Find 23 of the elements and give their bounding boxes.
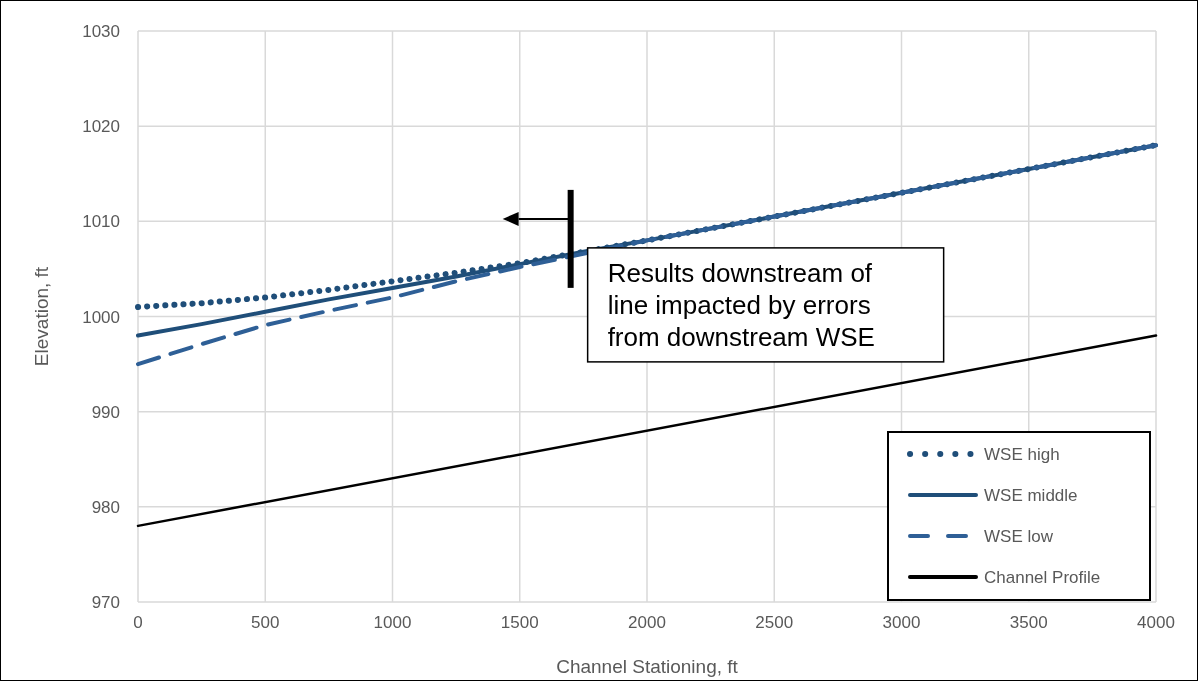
y-tick-label: 1020 [82, 117, 120, 137]
x-tick-label: 1000 [373, 613, 412, 632]
y-tick-label: 1010 [82, 212, 120, 232]
x-tick-label: 3000 [882, 613, 921, 632]
y-axis-title: Elevation, ft [31, 266, 52, 367]
y-tick-label: 980 [91, 497, 120, 517]
legend-label: WSE middle [984, 486, 1078, 505]
x-tick-label: 2000 [628, 613, 666, 632]
x-tick-label: 0 [133, 613, 143, 632]
y-tick-label: 1000 [82, 307, 120, 327]
y-tick-label: 970 [91, 593, 120, 612]
legend-label: Channel Profile [984, 568, 1101, 587]
x-tick-label: 3500 [1009, 613, 1048, 632]
x-tick-label: 2500 [755, 613, 794, 632]
x-tick-label: 4000 [1137, 613, 1175, 632]
x-tick-label: 1500 [500, 613, 539, 632]
legend-label: WSE low [984, 527, 1054, 546]
x-tick-label: 500 [251, 613, 280, 632]
legend-label: WSE high [984, 445, 1060, 464]
x-axis-title: Channel Stationing, ft [556, 656, 739, 677]
annotation: Results downstream of line impacted by errors from downstream WSE [607, 257, 875, 352]
y-tick-label: 1030 [82, 22, 120, 41]
y-tick-label: 990 [91, 402, 120, 422]
